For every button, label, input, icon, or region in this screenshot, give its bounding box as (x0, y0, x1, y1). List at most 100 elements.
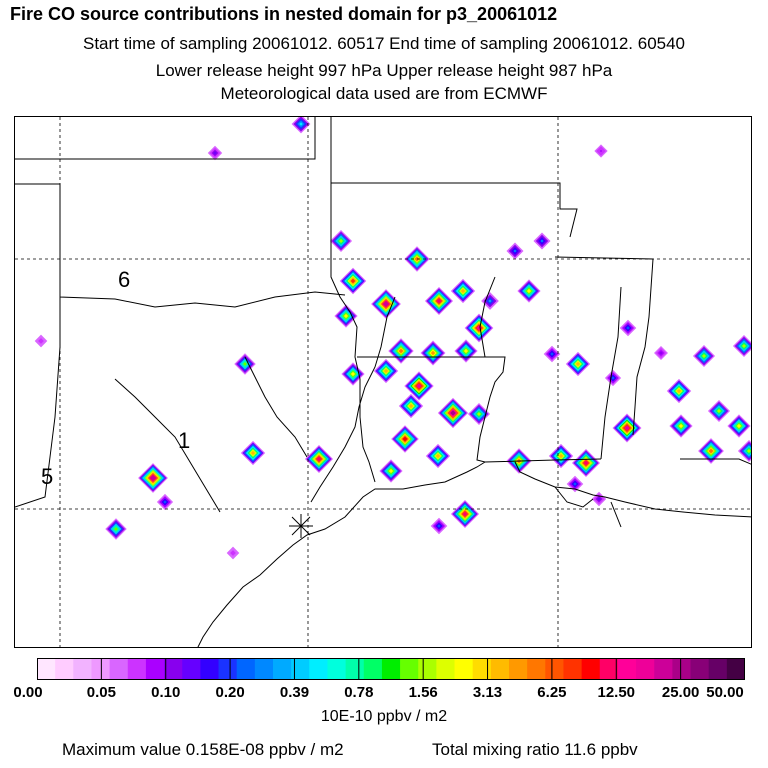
colorbar-tick-label: 0.39 (279, 684, 310, 701)
colorbar-tick-label: 0.20 (215, 684, 245, 701)
plume-cell (548, 443, 574, 469)
plume-cell (692, 344, 716, 368)
colorbar-cell (509, 658, 528, 680)
plume-cell (329, 229, 353, 253)
total-mixing-ratio-text: Total mixing ratio 11.6 ppbv (432, 740, 638, 759)
plume-cell (454, 339, 478, 363)
plume-cell (604, 369, 622, 387)
colorbar-tick-label: 0.05 (86, 684, 116, 701)
plume-cell (371, 289, 401, 319)
colorbar-tick-label: 0.78 (344, 684, 374, 701)
plume-cell (481, 292, 499, 310)
colorbar-tick-label: 50.00 (706, 684, 744, 701)
plume-cell (226, 546, 240, 560)
colorbar-cell (164, 658, 183, 680)
map-canvas (15, 117, 751, 647)
colorbar-cell (454, 658, 474, 680)
plume-cell (234, 353, 256, 375)
state-border (15, 183, 61, 259)
colorbar-cell (309, 658, 329, 680)
colorbar-cell (182, 658, 201, 680)
region-label-6: 6 (118, 267, 131, 292)
plume-cell (207, 145, 223, 161)
colorbar-cell (363, 658, 383, 680)
colorbar-cell (73, 658, 93, 680)
plume-cell (467, 402, 491, 426)
colorbar-cell (472, 658, 492, 680)
plume-cell (437, 397, 469, 429)
star-icon (289, 514, 313, 538)
colorbar-cell (55, 658, 74, 680)
colorbar-cell (490, 658, 510, 680)
plume-cell (566, 475, 584, 493)
colorbar-cell (690, 658, 710, 680)
colorbar-cell (617, 658, 637, 680)
colorbar-cell (127, 658, 147, 680)
colorbar-cell (37, 658, 56, 680)
release-height-line: Lower release height 997 hPa Upper relea… (155, 61, 613, 80)
colorbar-cell (636, 658, 655, 680)
state-border (59, 259, 346, 308)
state-border (15, 117, 316, 160)
colorbar-tick-label: 0.10 (151, 684, 181, 701)
plume-cell (339, 267, 367, 295)
plume-cell (571, 448, 601, 478)
colorbar-cell (145, 658, 165, 680)
plume-cell (334, 304, 358, 328)
plume-cell (594, 144, 608, 158)
map-panel: 6 1 5 (14, 116, 752, 648)
plume-cell (398, 393, 424, 419)
plume-cell (404, 371, 434, 401)
river (244, 276, 496, 458)
page-title: Fire CO source contributions in nested d… (10, 4, 558, 24)
plume-cell (34, 334, 48, 348)
plume-cell (654, 346, 668, 360)
state-border (357, 356, 602, 463)
plume-cell (612, 413, 642, 443)
plume-cell (373, 358, 399, 384)
state-border (680, 458, 751, 465)
plume-cell (105, 518, 127, 540)
max-value-text: Maximum value 0.158E-08 ppbv / m2 (62, 740, 344, 759)
coastline (514, 461, 751, 518)
colorbar-cell (599, 658, 619, 680)
state-border (330, 117, 578, 238)
plume-cell (379, 459, 403, 483)
region-label-5: 5 (41, 464, 54, 489)
graticule (15, 117, 751, 647)
colorbar-cell (218, 658, 238, 680)
river (310, 296, 396, 503)
plume-cell (138, 463, 168, 493)
plume-cell (304, 444, 334, 474)
plume-cell (156, 493, 174, 511)
colorbar-tick-label: 1.56 (408, 684, 438, 701)
plume-cell (424, 286, 454, 316)
colorbar-cell (418, 658, 437, 680)
plume-cell (533, 232, 551, 250)
colorbar-cell (273, 658, 292, 680)
colorbar-cell (708, 658, 728, 680)
boundaries (15, 117, 751, 647)
colorbar-cell (672, 658, 692, 680)
colorbar-cell (327, 658, 347, 680)
plume-cell (666, 378, 692, 404)
coastline (554, 486, 622, 528)
plume-cell (517, 279, 541, 303)
colorbar-cell (291, 658, 310, 680)
colorbar-tick-label: 3.13 (472, 684, 503, 701)
colorbar-cell (91, 658, 111, 680)
plume-cell (506, 242, 524, 260)
colorbar (37, 658, 745, 680)
state-border (330, 183, 376, 483)
plume-cell (543, 345, 561, 363)
colorbar-cell (726, 658, 745, 680)
concentration-field (34, 117, 751, 560)
plume-cell (669, 414, 693, 438)
plume-cell (430, 517, 448, 535)
met-data-line: Meteorological data used are from ECMWF (220, 84, 548, 103)
colorbar-tick-label: 12.50 (597, 684, 636, 701)
state-border (600, 286, 622, 460)
plume-cell (732, 334, 751, 358)
colorbar-tick-label: 25.00 (661, 684, 700, 701)
plume-cell (240, 440, 266, 466)
